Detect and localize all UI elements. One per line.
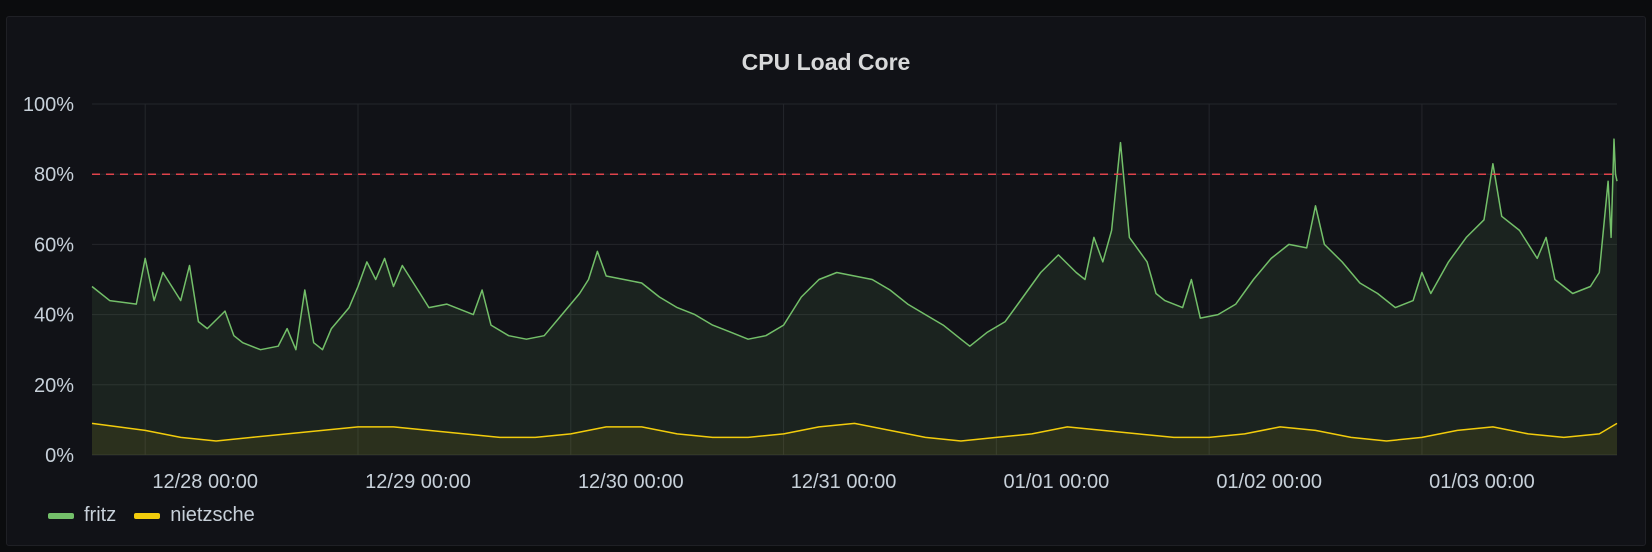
legend-swatch-nietzsche (134, 512, 161, 519)
x-tick-label: 12/28 00:00 (152, 471, 258, 493)
x-axis-ticks: 12/28 00:00 12/29 00:00 12/30 00:00 12/31 0… (152, 471, 1534, 493)
x-tick-label: 12/31 00:00 (791, 471, 897, 493)
y-tick-label: 60% (34, 234, 74, 256)
series-layer (91, 138, 1618, 455)
x-tick-label: 01/02 00:00 (1216, 471, 1322, 493)
series-area-nietzsche (92, 423, 1617, 455)
y-tick-label: 20% (34, 375, 74, 397)
y-tick-label: 80% (34, 164, 74, 186)
legend: fritz nietzsche (48, 504, 255, 527)
legend-item-fritz[interactable]: fritz (48, 504, 116, 527)
series-line-fritz[interactable] (91, 138, 1618, 351)
y-tick-label: 100% (23, 94, 74, 116)
x-tick-label: 12/30 00:00 (578, 471, 684, 493)
x-tick-label: 01/03 00:00 (1429, 471, 1535, 493)
series-area-fritz (92, 139, 1617, 455)
y-tick-label: 40% (34, 305, 74, 327)
legend-swatch-fritz (48, 512, 74, 519)
y-tick-label: 0% (45, 445, 74, 467)
legend-item-nietzsche[interactable]: nietzsche (134, 504, 255, 527)
x-tick-label: 12/29 00:00 (365, 471, 471, 493)
legend-label-fritz: fritz (84, 504, 117, 526)
grid-lines (92, 103, 1617, 456)
panel-title[interactable]: CPU Load Core (741, 49, 911, 75)
legend-label-nietzsche: nietzsche (170, 504, 255, 526)
x-tick-label: 01/01 00:00 (1004, 471, 1110, 493)
y-axis-ticks: 0% 20% 40% 60% 80% 100% (23, 94, 74, 467)
series-line-nietzsche[interactable] (91, 422, 1618, 442)
